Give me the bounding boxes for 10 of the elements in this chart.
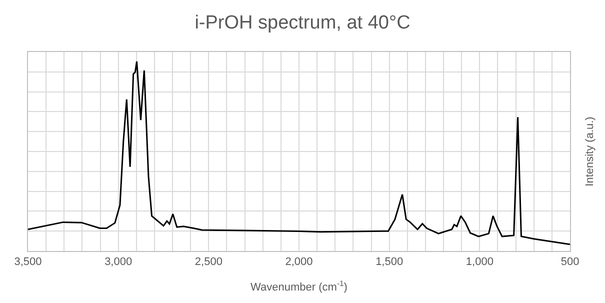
- chart-title: i-PrOH spectrum, at 40°C: [194, 12, 410, 34]
- x-tick-label: 1,000: [466, 256, 494, 268]
- x-tick-label: 3,000: [104, 256, 132, 268]
- x-tick-label: 2,500: [194, 256, 222, 268]
- x-tick-label: 3,500: [14, 256, 42, 268]
- y-axis-title: Intensity (a.u.): [584, 116, 596, 186]
- x-tick-label: 2,000: [285, 256, 313, 268]
- x-tick-label: 1,500: [376, 256, 404, 268]
- x-axis-title: Wavenumber (cm$^{-1}$): [250, 278, 348, 294]
- x-tick-label: 500: [560, 256, 580, 268]
